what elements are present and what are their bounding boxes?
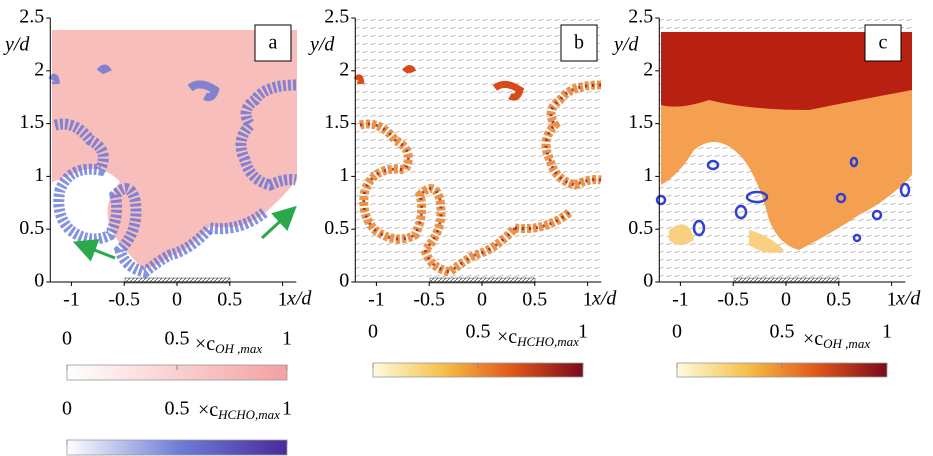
y-tick-label: 1 [643, 164, 653, 186]
colorbar-label: ×cHCHO,max [497, 326, 579, 349]
colorbar-tick-label: 1 [282, 398, 292, 420]
subscript: HCHO,max [516, 334, 579, 349]
field-image-b [352, 18, 602, 282]
colorbar-tick-label: 0 [368, 321, 378, 343]
x-tick-label: -0.5 [717, 289, 749, 311]
panel-label-box [254, 24, 292, 62]
colorbar-label: ×cHCHO,max [198, 399, 280, 422]
subscript: HCHO,max [217, 407, 280, 422]
x-tick-label: 0.5 [826, 289, 851, 311]
y-axis-label: y/d [3, 34, 30, 56]
colorbar-tick-label: 1 [578, 321, 588, 343]
colorbar-label: ×cOH ,max [803, 328, 870, 351]
colorbar-tick-label: 0 [62, 328, 72, 350]
x-tick-label: 0 [781, 289, 791, 311]
x-tick-label: 0 [172, 289, 182, 311]
symbol: ×c [198, 399, 218, 421]
x-axis-label: x/d [591, 288, 617, 310]
x-tick-label: -0.5 [413, 289, 445, 311]
y-tick-label: 0.5 [628, 217, 653, 239]
colorbar-tick-label: 0.5 [770, 321, 795, 343]
panel-label: a [269, 32, 278, 54]
colorbar-tick-label: 0.5 [165, 328, 190, 350]
symbol: ×c [497, 326, 517, 348]
field-image-c [655, 18, 912, 282]
subscript: OH ,max [823, 336, 870, 351]
symbol: ×c [195, 333, 215, 355]
y-tick-label: 1.5 [628, 111, 653, 133]
panel-label-box [864, 24, 902, 62]
symbol: ×c [803, 328, 823, 350]
panel-label: c [879, 32, 888, 54]
x-tick-label: -1 [368, 289, 385, 311]
y-tick-label: 2.5 [324, 6, 349, 28]
y-tick-label: 1.5 [19, 111, 44, 133]
y-tick-label: 1 [34, 164, 44, 186]
y-tick-label: 2.5 [19, 6, 44, 28]
y-tick-label: 2 [34, 58, 44, 80]
y-tick-label: 0 [643, 270, 653, 292]
y-tick-label: 0 [339, 270, 349, 292]
y-tick-label: 0.5 [324, 217, 349, 239]
field-image-a [50, 18, 297, 282]
y-axis-label: y/d [612, 34, 639, 56]
y-tick-label: 2 [643, 58, 653, 80]
y-axis-label: y/d [308, 34, 335, 56]
colorbar-tick-label: 0 [672, 321, 682, 343]
x-axis-label: x/d [895, 288, 921, 310]
y-tick-label: 2 [339, 58, 349, 80]
x-tick-label: 0 [477, 289, 487, 311]
x-axis-label: x/d [286, 288, 312, 310]
x-tick-label: 1 [278, 289, 288, 311]
colorbar-label: ×cOH ,max [195, 333, 262, 356]
x-tick-label: 0.5 [217, 289, 242, 311]
x-tick-label: 1 [887, 289, 897, 311]
panel-label-box [560, 24, 598, 62]
subscript: OH ,max [215, 341, 262, 356]
colorbar-tick-label: 0.5 [466, 321, 491, 343]
x-tick-label: 1 [583, 289, 593, 311]
x-tick-label: -1 [63, 289, 80, 311]
colorbar-tick-label: 0 [62, 398, 72, 420]
panel-label: b [574, 32, 584, 54]
y-tick-label: 0.5 [19, 217, 44, 239]
y-tick-label: 1.5 [324, 111, 349, 133]
x-tick-label: 0.5 [522, 289, 547, 311]
colorbar-tick-label: 0.5 [165, 398, 190, 420]
y-tick-label: 0 [34, 270, 44, 292]
y-tick-label: 2.5 [628, 6, 653, 28]
colorbar-tick-label: 1 [282, 328, 292, 350]
x-tick-label: -0.5 [108, 289, 140, 311]
x-tick-label: -1 [672, 289, 689, 311]
colorbar-tick-label: 1 [882, 321, 892, 343]
y-tick-label: 1 [339, 164, 349, 186]
